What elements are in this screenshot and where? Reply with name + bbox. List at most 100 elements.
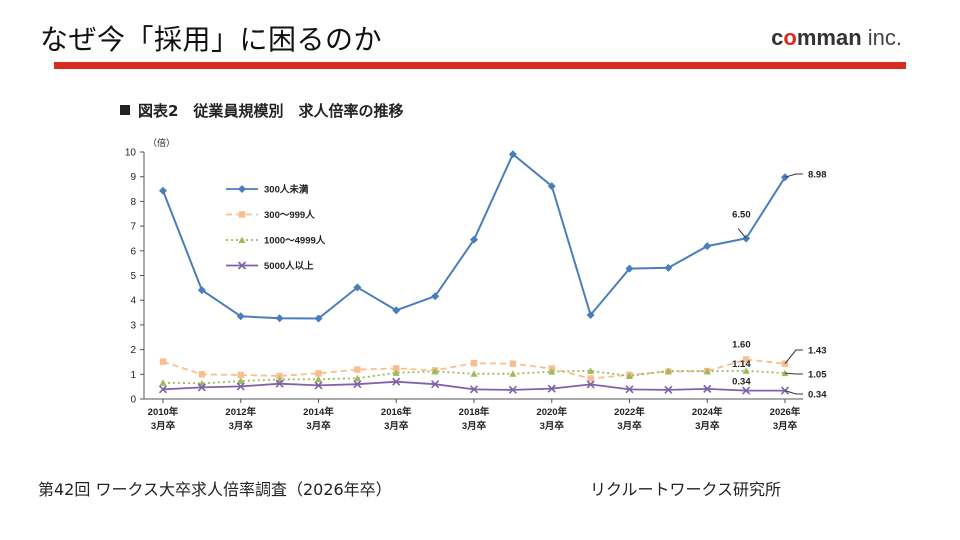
data-point [625, 385, 634, 394]
x-tick-label-year: 2022年 [614, 406, 645, 418]
y-tick-label: 2 [130, 345, 136, 356]
end-value-label: 1.43 [808, 346, 827, 357]
data-point [547, 384, 556, 393]
data-point [469, 385, 479, 394]
data-point [237, 377, 245, 384]
legend-swatch-marker [237, 261, 247, 270]
slide-title: なぜ今「採用」に困るのか [40, 23, 383, 56]
title-underline [54, 62, 906, 69]
data-point [742, 386, 751, 395]
end-label-leader [784, 390, 803, 395]
annotation-label: 1.60 [732, 339, 751, 350]
data-point [315, 370, 322, 377]
data-point [198, 371, 206, 378]
data-point [392, 369, 400, 376]
legend-swatch-marker [238, 211, 246, 218]
legend-swatch-marker [238, 185, 246, 193]
data-point [470, 370, 478, 377]
logo-mark-o: o [783, 25, 797, 50]
data-point [664, 367, 672, 374]
y-tick-label: 7 [130, 222, 136, 233]
legend-label: 5000人以上 [264, 260, 314, 272]
x-tick-label-year: 2026年 [770, 406, 801, 418]
end-label-leader [784, 372, 803, 375]
logo-mark-rest: mman [796, 25, 862, 50]
data-point [586, 311, 595, 320]
x-tick-label-year: 2014年 [303, 406, 334, 418]
y-tick-label: 0 [130, 395, 136, 406]
data-point [159, 379, 167, 386]
data-point [781, 369, 789, 377]
data-point [159, 358, 167, 365]
x-tick-label-year: 2016年 [381, 406, 412, 418]
end-value-label: 0.34 [808, 390, 827, 401]
data-point [237, 371, 244, 379]
data-point [275, 379, 284, 388]
end-value-label: 1.05 [808, 370, 827, 381]
data-point [509, 360, 517, 367]
annotation-label: 0.34 [732, 377, 751, 388]
data-point [431, 380, 440, 389]
y-tick-label: 9 [130, 172, 136, 183]
end-label-leader [784, 173, 803, 178]
data-point [664, 385, 673, 394]
data-point [742, 356, 750, 363]
x-tick-label-year: 2024年 [692, 406, 723, 418]
data-point [586, 380, 595, 389]
x-tick-label-month: 3月卒 [540, 420, 565, 432]
source-note: 第42回 ワークス大卒求人倍率調査（2026年卒） [38, 480, 392, 499]
y-tick-label: 1 [130, 370, 136, 381]
square-bullet-icon [120, 105, 130, 115]
data-point [315, 375, 322, 383]
data-point [703, 384, 712, 393]
x-tick-label-month: 3月卒 [306, 420, 331, 432]
data-point [354, 366, 361, 373]
y-tick-label: 10 [125, 148, 137, 159]
y-tick-label: 3 [130, 320, 136, 331]
data-point [393, 365, 400, 372]
data-point [158, 385, 168, 394]
data-point [353, 374, 361, 382]
data-point [703, 242, 712, 251]
x-tick-label-year: 2018年 [459, 406, 490, 418]
data-point [626, 372, 633, 380]
data-point [236, 312, 245, 321]
x-tick-label-month: 3月卒 [384, 420, 409, 432]
chart-heading: 図表2 従業員規模別 求人倍率の推移 [120, 100, 403, 121]
data-point [236, 382, 245, 391]
company-logo: comman inc. [771, 25, 902, 51]
x-tick-label-month: 3月卒 [695, 420, 720, 432]
x-tick-label-month: 3月卒 [773, 420, 798, 432]
data-point [664, 263, 673, 272]
y-tick-label: 4 [130, 296, 136, 307]
data-point [197, 286, 206, 295]
data-point [742, 367, 750, 374]
data-point [781, 360, 789, 367]
chart-heading-text: 図表2 従業員規模別 求人倍率の推移 [138, 102, 404, 120]
data-point [431, 367, 439, 375]
end-label-leader [784, 349, 803, 364]
data-point [275, 314, 284, 323]
annotation-label: 6.50 [732, 209, 751, 220]
annotation-leader [737, 228, 747, 239]
data-point [548, 368, 556, 375]
y-tick-label: 5 [130, 271, 136, 282]
data-point [470, 359, 478, 367]
x-tick-label-month: 3月卒 [617, 420, 642, 432]
data-point [508, 385, 517, 394]
data-point [314, 381, 323, 390]
data-point [353, 380, 362, 389]
data-point [159, 186, 167, 195]
data-point [508, 150, 517, 159]
data-point [392, 377, 401, 386]
data-point [547, 182, 556, 191]
logo-mark-c: c [771, 25, 784, 50]
y-tick-label: 8 [130, 197, 136, 208]
legend-swatch-marker [238, 236, 246, 243]
legend-label: 300人未満 [264, 184, 309, 196]
data-point [392, 306, 401, 315]
data-point [197, 383, 206, 392]
data-point [587, 367, 595, 374]
x-tick-label-month: 3月卒 [151, 420, 176, 432]
